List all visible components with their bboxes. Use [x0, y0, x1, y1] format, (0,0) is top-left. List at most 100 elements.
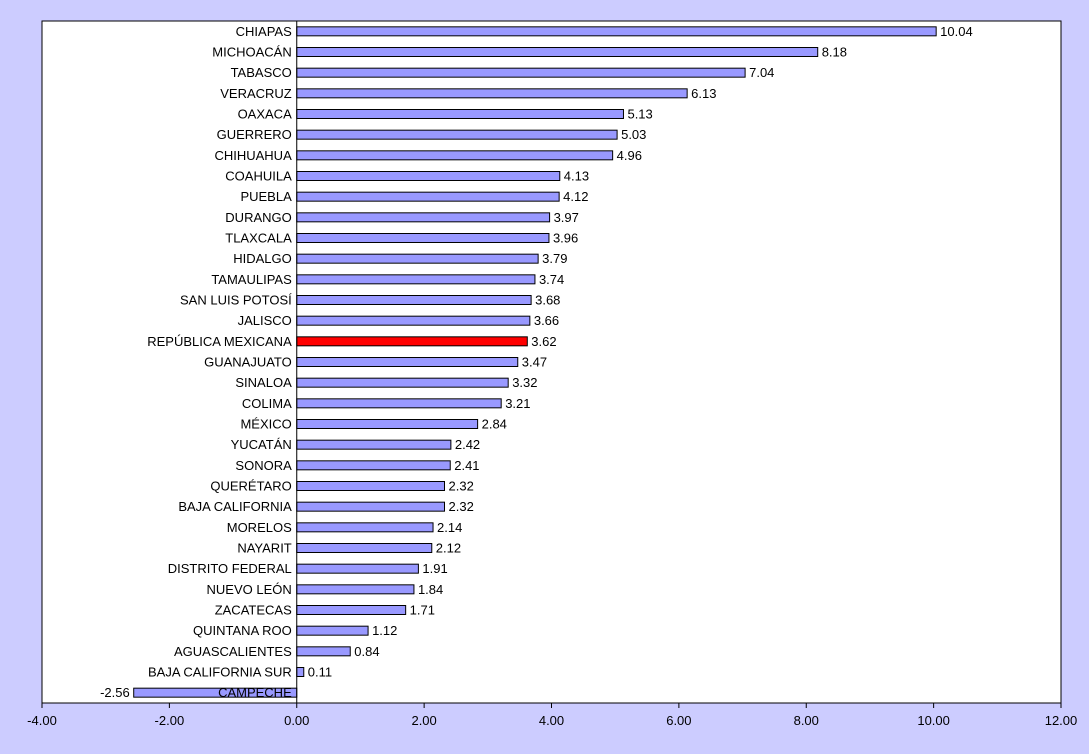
bar [296, 274, 536, 285]
value-label: 2.32 [449, 479, 474, 494]
value-label: -2.56 [100, 685, 130, 700]
value-label: 0.84 [354, 644, 379, 659]
bar [296, 336, 528, 347]
value-label: 4.12 [563, 189, 588, 204]
bar [296, 377, 509, 388]
category-label: OAXACA [238, 107, 293, 122]
category-label: TAMAULIPAS [211, 272, 292, 287]
category-label: SINALOA [235, 375, 292, 390]
x-tick-label: 8.00 [794, 713, 819, 728]
value-label: 3.47 [522, 355, 547, 370]
category-label: QUINTANA ROO [193, 623, 292, 638]
bar [296, 357, 519, 367]
category-label: COLIMA [242, 396, 292, 411]
bar [296, 253, 539, 264]
value-label: 2.41 [454, 458, 479, 473]
value-label: 3.96 [553, 231, 578, 246]
x-tick-label: 6.00 [666, 713, 691, 728]
bar [296, 88, 688, 99]
bar [296, 501, 445, 512]
value-label: 3.97 [554, 210, 579, 225]
category-label: ZACATECAS [215, 603, 292, 618]
value-label: 0.11 [308, 665, 332, 680]
category-label: MORELOS [227, 520, 292, 535]
value-label: 3.66 [534, 313, 559, 328]
value-label: 1.71 [410, 603, 435, 618]
value-label: 2.32 [449, 499, 474, 514]
value-label: 3.21 [505, 396, 530, 411]
category-label: PUEBLA [240, 189, 292, 204]
value-label: 3.32 [512, 375, 537, 390]
category-label: CHIHUAHUA [214, 148, 292, 163]
category-label: CAMPECHE [218, 685, 292, 700]
value-label: 5.03 [621, 127, 646, 142]
x-tick-label: 2.00 [411, 713, 436, 728]
value-label: 3.79 [542, 251, 567, 266]
category-label: SAN LUIS POTOSÍ [180, 293, 292, 308]
x-tick-label: 10.00 [917, 713, 950, 728]
x-tick-label: -4.00 [27, 713, 57, 728]
value-label: 1.84 [418, 582, 443, 597]
x-axis: -4.00 -2.00 0.00 2.00 4.00 6.00 8.00 10.00 12.00 [27, 21, 1077, 728]
bar [296, 584, 415, 595]
value-label: 4.96 [617, 148, 642, 163]
category-label: NAYARIT [237, 541, 291, 556]
category-label: DURANGO [225, 210, 291, 225]
bar [296, 150, 614, 161]
x-tick-label: 12.00 [1045, 713, 1078, 728]
category-label: HIDALGO [233, 251, 292, 266]
value-label: 2.42 [455, 437, 480, 452]
bar [296, 398, 502, 409]
bar [296, 460, 451, 471]
category-label: MICHOACÁN [212, 45, 291, 60]
category-label: GUANAJUATO [204, 355, 292, 370]
category-label: NUEVO LEÓN [207, 582, 292, 597]
value-label: 1.91 [422, 561, 447, 576]
category-label: GUERRERO [217, 127, 292, 142]
category-label: TABASCO [231, 65, 292, 80]
value-label: 6.13 [691, 86, 716, 101]
category-label: BAJA CALIFORNIA SUR [148, 665, 292, 680]
category-label: VERACRUZ [220, 86, 292, 101]
category-label: CHIAPAS [236, 24, 292, 39]
bar [296, 67, 746, 78]
category-label: AGUASCALIENTES [174, 644, 292, 659]
bar [296, 522, 434, 533]
bar [296, 129, 618, 140]
bar [296, 233, 550, 243]
bar [296, 419, 479, 429]
category-label: TLAXCALA [225, 231, 292, 246]
value-label: 3.68 [535, 293, 560, 308]
value-label: 8.18 [822, 45, 847, 60]
value-label: 7.04 [749, 65, 774, 80]
category-label: QUERÉTARO [210, 479, 291, 494]
bar [296, 625, 369, 636]
bar [296, 26, 937, 37]
category-label: REPÚBLICA MEXICANA [147, 334, 292, 349]
bars-layer: CHIAPAS 10.04 MICHOACÁN 8.18 TABASCO 7.04 VERA… [100, 24, 973, 700]
plot-area [41, 20, 1062, 704]
bar [296, 212, 551, 223]
bar [296, 191, 560, 202]
value-label: 3.62 [531, 334, 556, 349]
bar [296, 481, 445, 491]
bar [296, 605, 407, 615]
bar [296, 667, 305, 677]
category-label: COAHUILA [225, 169, 292, 184]
value-label: 3.74 [539, 272, 564, 287]
x-tick-label: 0.00 [284, 713, 309, 728]
value-label: 10.04 [940, 24, 973, 39]
bar [296, 543, 433, 553]
value-label: 2.84 [482, 417, 507, 432]
category-label: JALISCO [238, 313, 292, 328]
bar [296, 171, 561, 181]
category-label: DISTRITO FEDERAL [168, 561, 292, 576]
bar [296, 109, 624, 119]
value-label: 2.14 [437, 520, 462, 535]
category-label: MÉXICO [240, 417, 291, 432]
bar [296, 439, 452, 450]
category-label: YUCATÁN [231, 437, 292, 452]
bar [296, 47, 819, 57]
